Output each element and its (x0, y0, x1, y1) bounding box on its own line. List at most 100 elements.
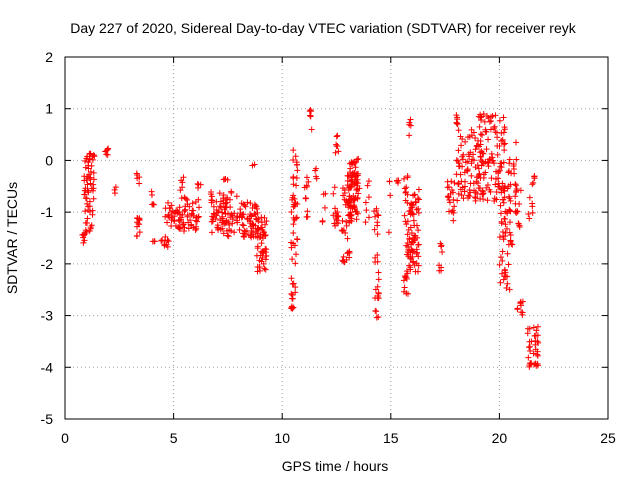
data-point (500, 199, 507, 206)
data-point (403, 268, 410, 275)
data-point (526, 325, 533, 332)
data-point (404, 191, 411, 198)
data-point (231, 229, 238, 236)
data-point (214, 224, 221, 231)
data-point (472, 194, 479, 201)
data-point (411, 262, 418, 269)
data-point (179, 179, 186, 186)
data-point (229, 212, 236, 219)
data-point (466, 153, 473, 160)
data-point (409, 210, 416, 217)
data-point (497, 254, 504, 261)
data-point (480, 196, 487, 203)
data-point (172, 222, 179, 229)
data-point (251, 201, 258, 208)
data-point (375, 295, 382, 302)
data-point (514, 305, 521, 312)
data-point (351, 173, 358, 180)
data-point (290, 192, 297, 199)
data-point (252, 202, 259, 209)
data-point (307, 112, 314, 119)
data-point (375, 289, 382, 296)
data-point (216, 203, 223, 210)
data-point (82, 227, 89, 234)
data-point (489, 157, 496, 164)
data-point (484, 181, 491, 188)
y-tick-label: -2 (41, 256, 54, 272)
data-point (472, 146, 479, 153)
data-point (362, 219, 369, 226)
data-point (455, 181, 462, 188)
data-point (477, 137, 484, 144)
data-point (240, 222, 247, 229)
data-point (466, 187, 473, 194)
data-point (257, 267, 264, 274)
data-point (472, 189, 479, 196)
data-point (181, 208, 188, 215)
data-point (303, 183, 310, 190)
data-point (90, 181, 97, 188)
data-point (506, 168, 513, 175)
data-point (448, 208, 455, 215)
data-point (176, 225, 183, 232)
data-point (208, 193, 215, 200)
data-point (262, 232, 269, 239)
data-point (386, 178, 393, 185)
data-point (184, 201, 191, 208)
data-point (288, 239, 295, 246)
data-point (292, 289, 299, 296)
data-point (345, 185, 352, 192)
data-point (498, 186, 505, 193)
data-point (410, 192, 417, 199)
data-point (259, 248, 266, 255)
data-point (192, 198, 199, 205)
data-point (495, 180, 502, 187)
data-point (293, 182, 300, 189)
data-point (288, 208, 295, 215)
data-point (86, 198, 93, 205)
data-point (508, 241, 515, 248)
data-point (445, 193, 452, 200)
data-point (479, 191, 486, 198)
data-point (289, 295, 296, 302)
data-point (501, 188, 508, 195)
data-point (247, 211, 254, 218)
data-point (446, 197, 453, 204)
data-point (215, 225, 222, 232)
data-point (355, 190, 362, 197)
data-point (513, 189, 520, 196)
data-point (464, 134, 471, 141)
data-point (291, 242, 298, 249)
data-point (180, 219, 187, 226)
data-point (499, 257, 506, 264)
data-point (513, 182, 520, 189)
data-point (292, 260, 299, 267)
data-point (529, 209, 536, 216)
data-point (210, 203, 217, 210)
data-point (503, 225, 510, 232)
data-point (365, 194, 372, 201)
data-point (468, 132, 475, 139)
data-point (219, 217, 226, 224)
data-point (475, 172, 482, 179)
data-point (249, 162, 256, 169)
data-point (374, 219, 381, 226)
data-point (475, 165, 482, 172)
data-point (504, 250, 511, 257)
data-point (407, 116, 414, 123)
data-point (90, 176, 97, 183)
data-point (224, 232, 231, 239)
data-point (333, 133, 340, 140)
data-point (161, 242, 168, 249)
data-point (288, 275, 295, 282)
data-point (404, 239, 411, 246)
x-tick-label: 0 (61, 430, 69, 446)
data-point (385, 229, 392, 236)
data-point (223, 203, 230, 210)
data-point (506, 286, 513, 293)
data-point (499, 248, 506, 255)
data-point (352, 164, 359, 171)
data-point (455, 147, 462, 154)
data-point (236, 226, 243, 233)
data-point (526, 338, 533, 345)
